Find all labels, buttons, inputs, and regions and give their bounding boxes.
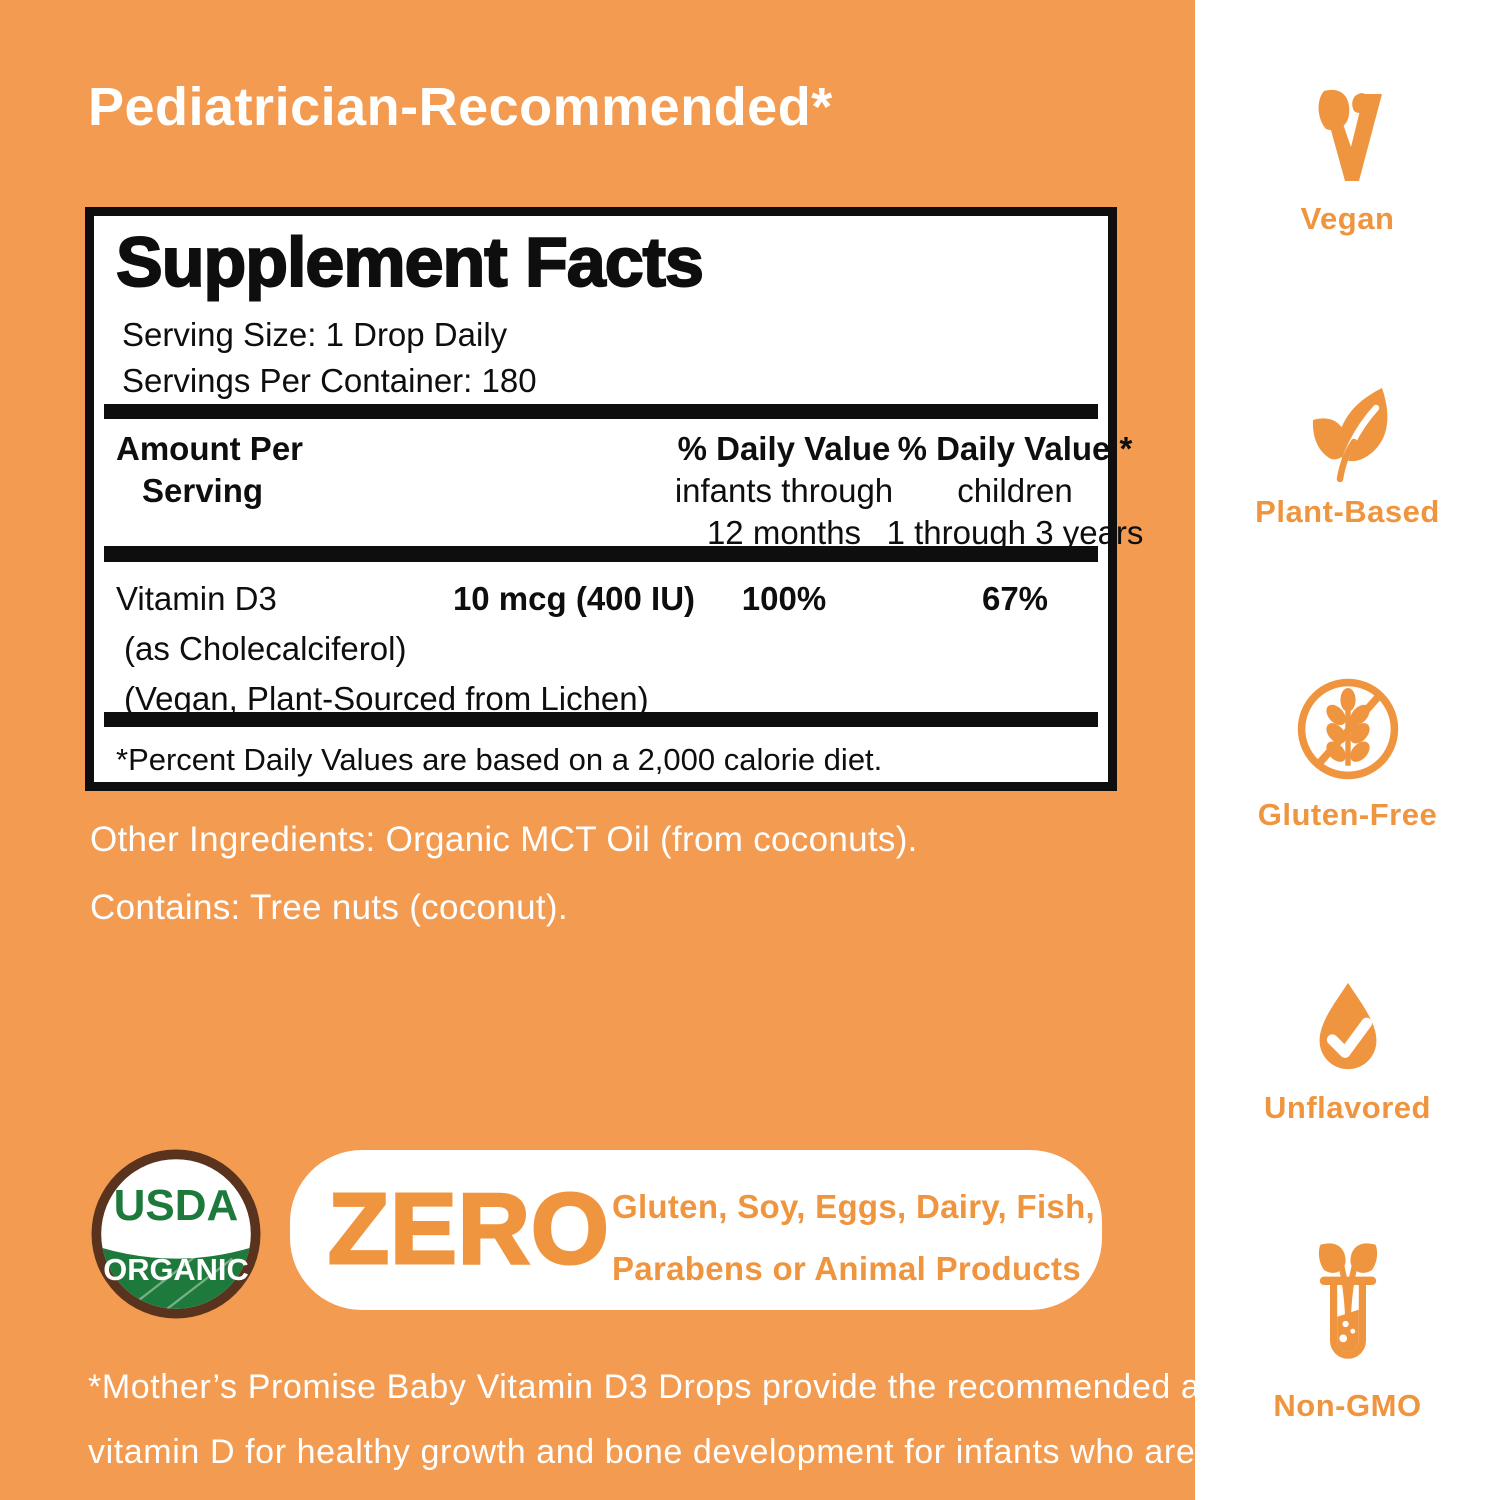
column-header-amount: Amount Per Serving: [116, 428, 303, 512]
zero-big-text: ZERO: [327, 1172, 611, 1287]
other-ingredients: Other Ingredients: Organic MCT Oil (from…: [90, 820, 918, 859]
wheat-crossed-icon: [1297, 678, 1398, 780]
disclaimer-line2: vitamin D for healthy growth and bone de…: [88, 1433, 1363, 1471]
nutrient-dv-children: 67%: [981, 580, 1049, 617]
serving-size: Serving Size: 1 Drop Daily: [122, 316, 508, 353]
badge-plant-based-label: Plant-Based: [1255, 494, 1440, 529]
dv-infants-sub1: infants through: [674, 472, 894, 509]
column-header-amount-line1: Amount Per: [116, 430, 304, 467]
contains-statement: Contains: Tree nuts (coconut).: [90, 888, 568, 927]
dv-infants-title: % Daily Value: [677, 430, 891, 467]
supplement-facts-title: Supplement Facts: [115, 222, 705, 302]
badge-vegan-label: Vegan: [1300, 201, 1395, 236]
dv-infants-sub2: 12 months: [706, 514, 862, 551]
usda-text: USDA: [114, 1181, 239, 1230]
droplet-check-icon: [1319, 982, 1376, 1070]
badge-non-gmo: Non-GMO: [1195, 1240, 1500, 1424]
daily-value-footnote: *Percent Daily Values are based on a 2,0…: [116, 742, 883, 777]
column-header-dv-children: % Daily Value * children 1 through 3 yea…: [857, 428, 1173, 554]
test-tube-plant-icon: [1318, 1243, 1377, 1359]
badge-gluten-free: Gluten-Free: [1195, 675, 1500, 833]
badge-unflavored-label: Unflavored: [1264, 1090, 1431, 1125]
column-header-dv-infants: % Daily Value infants through 12 months: [652, 428, 916, 554]
nutrient-name: Vitamin D3: [116, 580, 277, 617]
leaves-icon: [1312, 388, 1387, 482]
badge-non-gmo-label: Non-GMO: [1273, 1388, 1422, 1423]
column-header-amount-line2: Serving: [142, 472, 264, 509]
zero-list: Gluten, Soy, Eggs, Dairy, Fish, Parabens…: [612, 1176, 1095, 1300]
dv-children-sub1: children: [957, 472, 1073, 509]
dv-children-title: % Daily Value *: [897, 430, 1133, 467]
divider-bar-top: [104, 404, 1098, 419]
disclaimer-line1: *Mother’s Promise Baby Vitamin D3 Drops …: [88, 1368, 1338, 1406]
zero-callout: ZERO Gluten, Soy, Eggs, Dairy, Fish, Par…: [290, 1150, 1102, 1310]
nutrient-source-line1: (as Cholecalciferol): [124, 630, 407, 667]
nutrient-dv-infants: 100%: [741, 580, 827, 617]
divider-bar-bottom: [104, 712, 1098, 727]
divider-bar-header: [104, 546, 1098, 562]
nutrient-source-line2: (Vegan, Plant-Sourced from Lichen): [124, 680, 649, 717]
badge-gluten-free-label: Gluten-Free: [1257, 797, 1438, 832]
badge-unflavored: Unflavored: [1195, 978, 1500, 1126]
zero-list-line1: Gluten, Soy, Eggs, Dairy, Fish,: [612, 1188, 1095, 1225]
dv-children-sub2: 1 through 3 years: [886, 514, 1144, 551]
usda-organic-seal: USDA ORGANIC: [91, 1149, 261, 1319]
zero-list-line2: Parabens or Animal Products: [612, 1250, 1082, 1287]
vegan-v-leaf-icon: [1318, 89, 1382, 181]
servings-per-container: Servings Per Container: 180: [122, 362, 537, 399]
badge-plant-based: Plant-Based: [1195, 382, 1500, 530]
claims-sidebar: Vegan Plant-Based: [1195, 0, 1500, 1500]
nutrient-amount: 10 mcg (400 IU): [452, 580, 696, 617]
supplement-facts-panel: Supplement Facts Serving Size: 1 Drop Da…: [85, 207, 1143, 791]
page-title: Pediatrician-Recommended*: [88, 77, 833, 137]
badge-vegan: Vegan: [1195, 85, 1500, 237]
organic-text: ORGANIC: [103, 1252, 248, 1287]
